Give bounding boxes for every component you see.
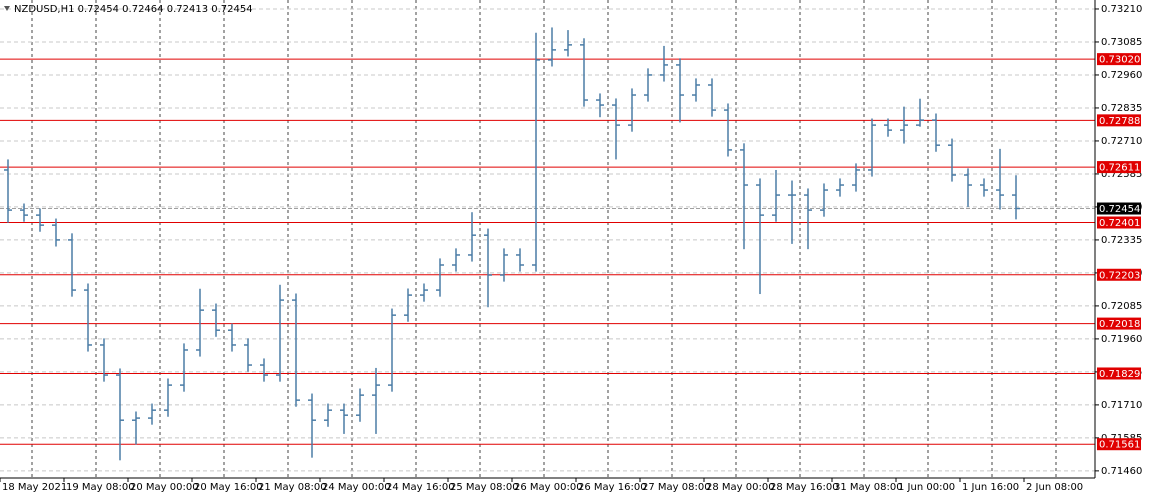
grid [0, 0, 1095, 478]
bars [4, 27, 1020, 461]
y-tick-label: 0.73210 [1101, 4, 1142, 15]
level-label-box [1097, 216, 1141, 229]
x-tick-label: 28 May 00:00 [706, 482, 775, 493]
y-tick-label: 0.71710 [1101, 400, 1142, 411]
x-tick-label: 19 May 08:00 [66, 482, 135, 493]
level-label-box [1097, 114, 1141, 127]
y-tick-label: 0.72085 [1101, 301, 1142, 312]
level-label: 0.72018 [1099, 319, 1140, 330]
level-label-box [1097, 438, 1141, 451]
level-label: 0.72203 [1099, 270, 1140, 281]
x-tick-label: 2 Jun 08:00 [1026, 482, 1083, 493]
level-label: 0.72401 [1099, 218, 1140, 229]
level-label-box [1097, 161, 1141, 174]
x-tick-label: 28 May 16:00 [770, 482, 839, 493]
level-label: 0.72611 [1099, 163, 1140, 174]
x-tick-label: 1 Jun 16:00 [962, 482, 1019, 493]
x-tick-label: 1 Jun 00:00 [898, 482, 955, 493]
level-label: 0.71829 [1099, 369, 1140, 380]
level-label-box [1097, 53, 1141, 66]
level-label: 0.71561 [1099, 440, 1140, 451]
x-tick-label: 24 May 16:00 [386, 482, 455, 493]
labels: 0.73210 0.73085 0.72960 0.72835 0.72710 0.725… [0, 4, 1142, 493]
y-tick-label: 0.72585 [1101, 169, 1142, 180]
current-price-label: 0.72454 [1099, 204, 1140, 215]
y-tick-label: 0.71460 [1101, 466, 1142, 477]
current-price-box [1097, 202, 1141, 215]
y-tick-label: 0.72960 [1101, 70, 1142, 81]
y-tick-label: 0.72335 [1101, 235, 1142, 246]
chart-title: NZDUSD,H1 0.72454 0.72464 0.72413 0.7245… [14, 4, 253, 15]
y-tick-label: 0.71960 [1101, 334, 1142, 345]
symbol-icon [4, 6, 10, 11]
x-tick-label: 27 May 08:00 [642, 482, 711, 493]
x-tick-label: 20 May 00:00 [130, 482, 199, 493]
level-label-box [1097, 367, 1141, 380]
level-label: 0.73020 [1099, 55, 1140, 66]
x-tick-label: 21 May 08:00 [258, 482, 327, 493]
x-tick-label: 18 May 2021 [2, 482, 67, 493]
level-label: 0.72788 [1099, 116, 1140, 127]
x-tick-label: 26 May 00:00 [514, 482, 583, 493]
levels [0, 58, 1095, 445]
level-label-box [1097, 268, 1141, 281]
x-tick-label: 25 May 08:00 [450, 482, 519, 493]
x-tick-label: 24 May 00:00 [322, 482, 391, 493]
y-tick-label: 0.73085 [1101, 37, 1142, 48]
x-tick-label: 31 May 08:00 [834, 482, 903, 493]
x-tick-label: 26 May 16:00 [578, 482, 647, 493]
x-tick-label: 20 May 16:00 [194, 482, 263, 493]
y-tick-label: 0.72835 [1101, 103, 1142, 114]
level-label-box [1097, 317, 1141, 330]
y-tick-label: 0.72710 [1101, 136, 1142, 147]
